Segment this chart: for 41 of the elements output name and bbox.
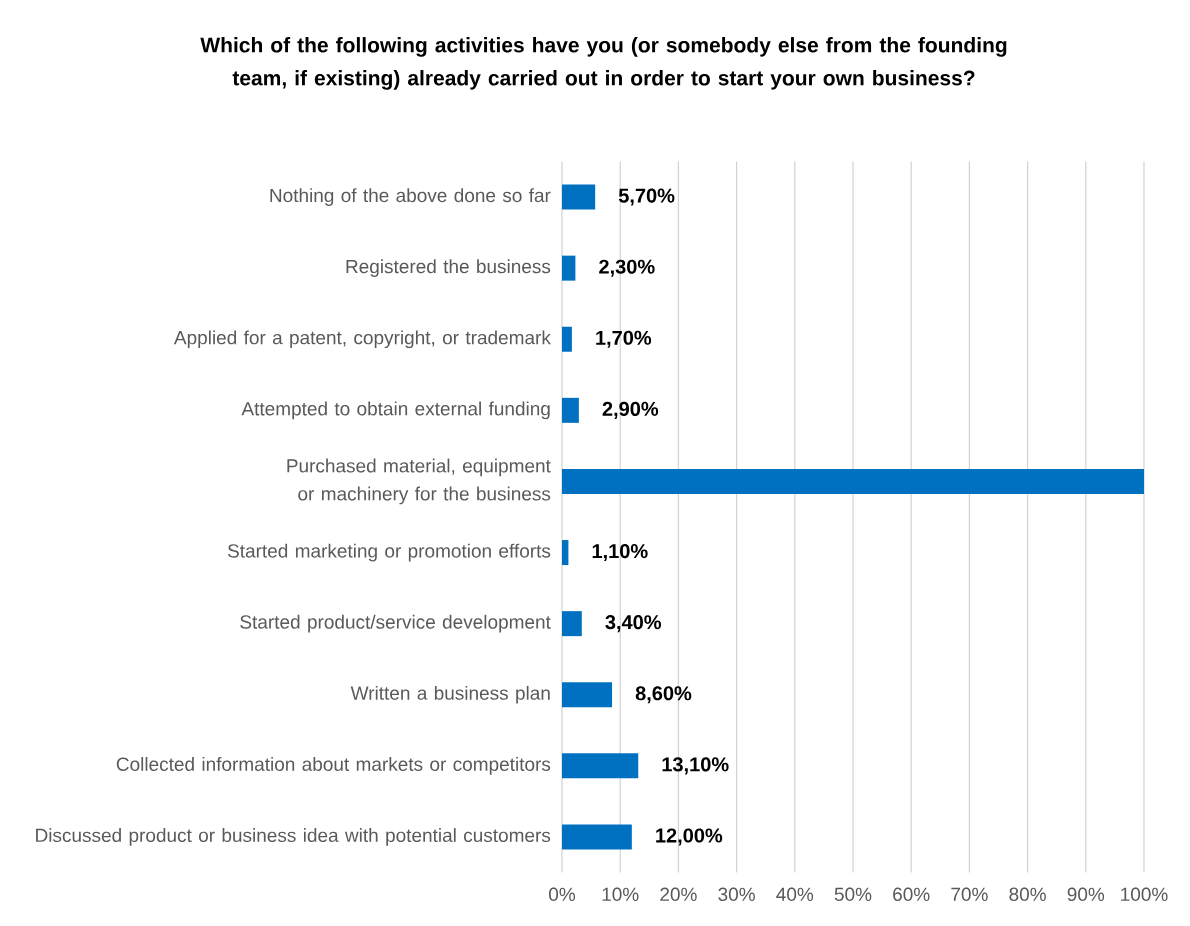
data-label: 1,10% bbox=[592, 544, 648, 562]
bar bbox=[562, 397, 579, 423]
x-tick-label: 70% bbox=[951, 887, 988, 902]
x-tick-label: 30% bbox=[718, 887, 755, 902]
y-tick-label: Collected information about markets or competitors bbox=[116, 756, 551, 775]
y-tick-label: Started marketing or promotion efforts bbox=[227, 543, 551, 562]
bar bbox=[562, 326, 572, 352]
x-tick-label: 80% bbox=[1009, 887, 1046, 902]
x-tick-label: 100% bbox=[1121, 887, 1168, 902]
data-label: 2,90% bbox=[602, 401, 659, 419]
bar bbox=[562, 255, 576, 281]
bar bbox=[562, 753, 639, 779]
data-label: 2,30% bbox=[599, 259, 655, 277]
x-tick-label: 60% bbox=[893, 887, 930, 902]
y-tick-label: Written a business plan bbox=[350, 685, 550, 704]
data-label: 3,40% bbox=[605, 615, 662, 633]
y-tick-label: Applied for a patent, copyright, or trademark bbox=[173, 330, 551, 349]
bar bbox=[562, 540, 569, 566]
data-label: 8,60% bbox=[635, 686, 692, 704]
x-tick-label: 10% bbox=[602, 887, 639, 902]
bar bbox=[562, 611, 582, 637]
y-tick-label: Started product/service development bbox=[240, 614, 551, 633]
y-tick-label: Purchased material, equipment or machinery for the business bbox=[287, 458, 551, 505]
y-tick-label: Discussed product or business idea with potential customers bbox=[36, 828, 551, 846]
y-tick-label: Attempted to obtain external funding bbox=[241, 401, 550, 420]
data-label: 1,70% bbox=[596, 330, 652, 348]
y-tick-label: Registered the business bbox=[346, 259, 551, 278]
y-tick-label: Nothing of the above done so far bbox=[270, 188, 551, 206]
data-label: 5,70% bbox=[618, 188, 675, 206]
x-tick-label: 50% bbox=[834, 887, 872, 902]
x-tick-label: 20% bbox=[660, 887, 697, 902]
data-label: 12,00% bbox=[656, 828, 723, 846]
data-label: 13,10% bbox=[662, 757, 729, 775]
bar bbox=[562, 468, 1144, 494]
x-tick-label: 40% bbox=[776, 887, 814, 902]
bar bbox=[562, 184, 596, 210]
x-tick-label: 90% bbox=[1067, 887, 1105, 902]
bar bbox=[562, 682, 613, 708]
bar bbox=[562, 824, 632, 850]
x-tick-label: 0% bbox=[549, 887, 576, 902]
chart-title: Which of the following activities have you (or somebody else from the founding team, if existing) already carried out in order to start your own business? bbox=[200, 37, 1007, 90]
